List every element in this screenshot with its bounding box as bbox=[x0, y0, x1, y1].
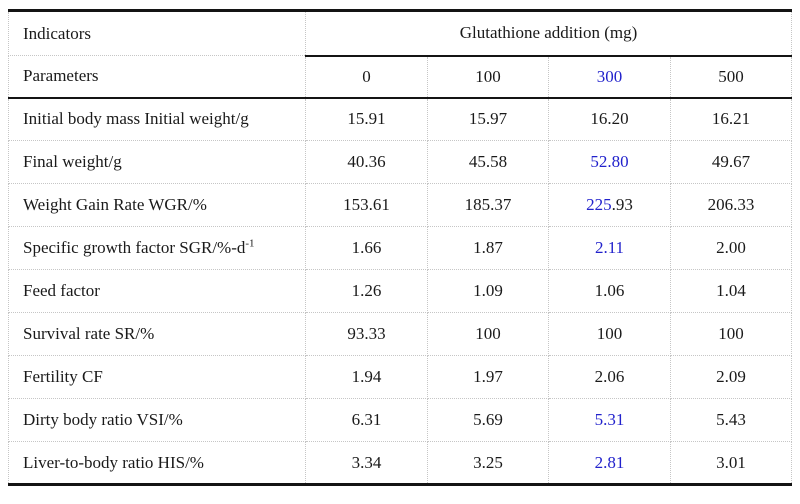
table-row: Weight Gain Rate WGR/% 153.61 185.37 225.93… bbox=[8, 183, 793, 227]
value-cell: 1.09 bbox=[427, 269, 549, 313]
value-cell: 100 bbox=[548, 312, 671, 356]
row-label: Initial body mass Initial weight/g bbox=[8, 97, 306, 141]
group-header: Glutathione addition (mg) bbox=[304, 10, 793, 57]
table-row: Specific growth factor SGR/%-d-1 1.66 1.87… bbox=[8, 226, 793, 270]
value-cell: 16.21 bbox=[669, 97, 793, 141]
value-cell: 1.87 bbox=[427, 226, 549, 270]
row-label: Feed factor bbox=[8, 269, 306, 313]
parameters-label: Parameters bbox=[8, 55, 306, 99]
header-row-indicators: Indicators Glutathione addition (mg) bbox=[8, 10, 793, 57]
dose-header-cell: 500 bbox=[669, 55, 793, 99]
row-label: Weight Gain Rate WGR/% bbox=[8, 183, 306, 227]
value-cell: 40.36 bbox=[305, 140, 428, 184]
value-cell: 6.31 bbox=[305, 398, 428, 442]
value-cell: 5.69 bbox=[427, 398, 549, 442]
value-cell: 16.20 bbox=[548, 97, 671, 141]
dose-header-cell: 100 bbox=[427, 55, 549, 99]
table-row: Dirty body ratio VSI/% 6.31 5.69 5.31 5.43 bbox=[8, 398, 793, 442]
value-cell: 15.97 bbox=[427, 97, 549, 141]
dose-header-cell: 300 bbox=[548, 55, 671, 99]
indicators-label: Indicators bbox=[8, 10, 306, 56]
value-cell: 206.33 bbox=[669, 183, 793, 227]
value-cell: 100 bbox=[427, 312, 549, 356]
value-cell: 15.91 bbox=[305, 97, 428, 141]
value-cell: 2.00 bbox=[669, 226, 793, 270]
value-cell: 153.61 bbox=[305, 183, 428, 227]
value-cell: 45.58 bbox=[427, 140, 549, 184]
glutathione-data-table: Indicators Glutathione addition (mg) Par… bbox=[8, 9, 793, 486]
table-row: Fertility CF 1.94 1.97 2.06 2.09 bbox=[8, 355, 793, 399]
row-label: Liver-to-body ratio HIS/% bbox=[8, 441, 306, 485]
table-row: Liver-to-body ratio HIS/% 3.34 3.25 2.81 3.0… bbox=[8, 441, 793, 485]
value-cell: 1.26 bbox=[305, 269, 428, 313]
value-cell: 185.37 bbox=[427, 183, 549, 227]
value-cell: 5.31 bbox=[548, 398, 671, 442]
value-cell: 49.67 bbox=[669, 140, 793, 184]
value-cell: 5.43 bbox=[669, 398, 793, 442]
dose-header-cell: 0 bbox=[305, 55, 428, 99]
row-label: Specific growth factor SGR/%-d-1 bbox=[8, 226, 306, 270]
value-cell: 2.11 bbox=[548, 226, 671, 270]
value-cell: 225.93 bbox=[548, 183, 671, 227]
value-cell: 3.25 bbox=[427, 441, 549, 485]
value-cell: 1.97 bbox=[427, 355, 549, 399]
value-cell: 3.01 bbox=[669, 441, 793, 485]
row-label: Final weight/g bbox=[8, 140, 306, 184]
table-row: Feed factor 1.26 1.09 1.06 1.04 bbox=[8, 269, 793, 313]
value-cell: 2.81 bbox=[548, 441, 671, 485]
value-cell: 52.80 bbox=[548, 140, 671, 184]
row-label: Fertility CF bbox=[8, 355, 306, 399]
value-cell: 1.66 bbox=[305, 226, 428, 270]
value-cell: 2.06 bbox=[548, 355, 671, 399]
value-cell: 3.34 bbox=[305, 441, 428, 485]
value-cell: 93.33 bbox=[305, 312, 428, 356]
table-row: Initial body mass Initial weight/g 15.91 1… bbox=[8, 97, 793, 141]
row-label: Dirty body ratio VSI/% bbox=[8, 398, 306, 442]
row-label: Survival rate SR/% bbox=[8, 312, 306, 356]
header-row-parameters: Parameters 0 100 300 500 bbox=[8, 55, 793, 99]
table-row: Final weight/g 40.36 45.58 52.80 49.67 bbox=[8, 140, 793, 184]
value-cell: 100 bbox=[669, 312, 793, 356]
table-row: Survival rate SR/% 93.33 100 100 100 bbox=[8, 312, 793, 356]
value-cell: 1.06 bbox=[548, 269, 671, 313]
value-cell: 1.94 bbox=[305, 355, 428, 399]
value-cell: 2.09 bbox=[669, 355, 793, 399]
value-cell: 1.04 bbox=[669, 269, 793, 313]
